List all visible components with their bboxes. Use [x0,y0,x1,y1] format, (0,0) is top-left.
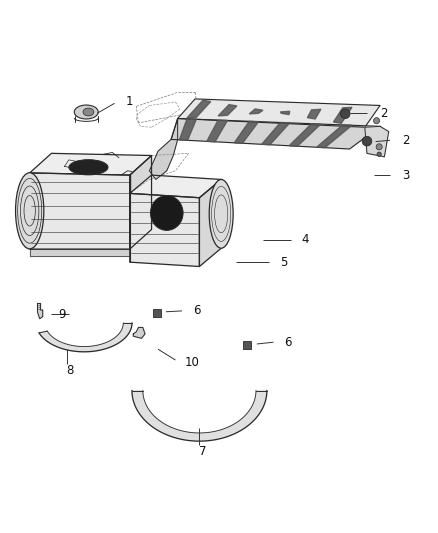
Polygon shape [289,124,321,146]
Polygon shape [130,156,152,249]
Polygon shape [30,249,130,256]
Polygon shape [365,126,389,157]
Polygon shape [130,175,221,198]
Polygon shape [30,154,152,175]
Text: 3: 3 [402,168,409,182]
Polygon shape [178,99,380,127]
Ellipse shape [209,180,233,248]
Polygon shape [280,111,290,115]
Polygon shape [307,109,321,119]
Circle shape [340,109,350,118]
Polygon shape [218,104,237,116]
Ellipse shape [69,160,108,175]
Polygon shape [187,100,211,118]
Circle shape [376,144,382,150]
Ellipse shape [150,196,183,230]
Polygon shape [207,120,227,142]
Circle shape [374,118,380,124]
Polygon shape [149,118,178,180]
Ellipse shape [15,173,44,249]
Polygon shape [30,173,130,249]
Bar [244,341,251,349]
Circle shape [362,136,372,146]
Text: 2: 2 [402,134,409,147]
Text: 4: 4 [302,233,309,246]
Text: 10: 10 [184,356,199,369]
Text: 5: 5 [280,256,287,269]
Ellipse shape [74,105,98,119]
Polygon shape [133,327,145,338]
Polygon shape [39,323,132,352]
Polygon shape [333,107,352,123]
Polygon shape [171,118,380,149]
Polygon shape [38,303,43,319]
Ellipse shape [83,108,94,116]
Polygon shape [317,125,352,148]
Bar [153,309,161,317]
Polygon shape [130,193,199,266]
Text: 6: 6 [284,336,292,349]
Text: 6: 6 [193,304,201,317]
Text: 1: 1 [125,95,133,108]
Text: 9: 9 [58,308,65,321]
Circle shape [377,152,381,156]
Polygon shape [249,109,263,114]
Polygon shape [262,123,290,145]
Text: 7: 7 [199,445,207,458]
Polygon shape [199,180,221,266]
Text: 8: 8 [67,365,74,377]
Polygon shape [132,391,267,441]
Polygon shape [180,119,196,140]
Polygon shape [234,122,258,143]
Text: 2: 2 [380,107,388,120]
